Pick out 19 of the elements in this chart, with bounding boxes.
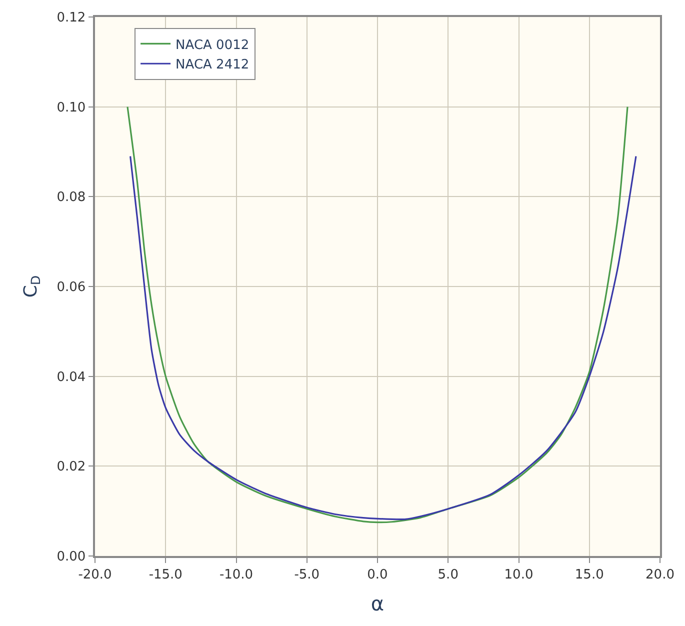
y-tick-label: 0.02: [56, 460, 86, 475]
y-tick-label: 0.12: [56, 10, 86, 26]
y-tick-label: 0.06: [56, 280, 86, 296]
x-tick-label: -10.0: [219, 567, 254, 582]
y-tick-label: 0.04: [56, 370, 86, 385]
x-axis-title: α: [370, 591, 384, 616]
y-tick-label: 0.08: [56, 190, 86, 206]
legend-label: NACA 0012: [176, 38, 250, 53]
x-tick-label: -5.0: [294, 567, 320, 582]
y-tick-label: 0.10: [56, 100, 86, 116]
x-tick-label: -15.0: [148, 567, 182, 582]
y-tick-label: 0.00: [56, 550, 86, 565]
x-tick-label: 10.0: [504, 567, 534, 582]
x-tick-label: 20.0: [646, 567, 674, 582]
x-tick-label: -20.0: [78, 567, 112, 582]
x-tick-label: 5.0: [438, 567, 458, 582]
x-tick-label: 15.0: [574, 567, 604, 582]
x-tick-label: 0.0: [367, 567, 388, 582]
legend-label: NACA 2412: [176, 58, 250, 73]
